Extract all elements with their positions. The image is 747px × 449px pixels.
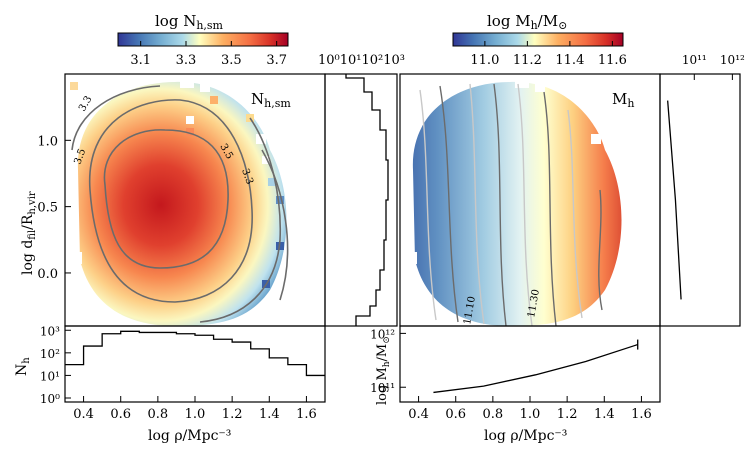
colorbar-tick-label: 3.1 (130, 53, 151, 68)
panel-left-bottom-yticks: 10⁰ 10¹ 10² 10³ (40, 324, 71, 406)
panel-right-side: 10¹¹ 10¹² (659, 53, 745, 327)
panel-right-bottom: 10¹¹ 10¹² 0.4 0.6 0.8 1.0 1.2 1.4 1.6 log Mh/M⊙… (370, 325, 661, 444)
colorbar-right-ticks: 11.0 11.2 11.4 11.6 (470, 41, 627, 68)
panel-right-bottom-ylabel: log Mh/M⊙ (375, 336, 392, 405)
panel-right-label: Mh (612, 90, 634, 110)
colorbar-left-ticks: 3.1 3.3 3.5 3.7 (130, 41, 287, 68)
panel-right-bottom-frame (399, 325, 661, 403)
side-histogram-nh (345, 74, 389, 326)
colorbar-right: log Mh/M⊙ 11.0 11.2 11.4 11.6 (452, 12, 627, 68)
xtick-label: 1.0 (520, 407, 541, 422)
panel-left-side-xticks: 10⁰10¹10²10³ (318, 53, 405, 68)
panel-left-bottom-frame (64, 325, 326, 403)
ytick-label: 10³ (40, 324, 60, 338)
contour-nsm-outer (71, 85, 282, 323)
ytick-label: 0.5 (37, 201, 58, 216)
contour-label-2: 3.5 (72, 147, 88, 166)
panel-left-main-ylabel: log dfil/Rh,vir (20, 191, 38, 275)
panel-right-side-xticks: 10¹¹ 10¹² (682, 53, 745, 80)
panel-left-main-yticks: 0.0 0.5 1.0 (37, 134, 71, 282)
ytick-label: 10² (40, 347, 60, 361)
side-line-mh (667, 100, 682, 300)
colorbar-tick-label: 11.4 (555, 53, 584, 68)
colorbar-tick-label: 3.3 (176, 53, 197, 68)
bottom-line-mh (433, 343, 638, 394)
xtick-label: 0.4 (73, 407, 94, 422)
xtick-label: 1.4 (259, 407, 280, 422)
contour-label-mh-2: 11.30 (526, 288, 542, 318)
xtick-label: 10¹¹ (682, 53, 707, 67)
contours-mh (419, 83, 603, 326)
xtick-label: 10¹² (720, 53, 745, 67)
xtick-label: 0.6 (110, 407, 131, 422)
colorbar-right-title: log Mh/M⊙ (487, 12, 567, 32)
xtick-label: 0.8 (148, 407, 169, 422)
panel-left-side: 10⁰10¹10²10³ (318, 53, 405, 327)
ytick-label: 0.0 (37, 267, 58, 282)
xtick-label: 1.6 (631, 407, 652, 422)
panel-left-label: Nh,sm (251, 90, 291, 110)
colorbar-tick-label: 3.7 (266, 53, 287, 68)
colorbar-tick-label: 3.5 (221, 53, 242, 68)
contour-label-4: 3.3 (239, 167, 255, 186)
panel-right-bottom-yticks: 10¹¹ 10¹² (370, 327, 406, 395)
panel-left-bottom-xticks: 0.4 0.6 0.8 1.0 1.2 1.4 1.6 (73, 396, 317, 422)
contour-nsm-mid (89, 99, 253, 303)
panel-left-bottom-xlabel: log ρ/Mpc⁻³ (148, 428, 231, 444)
colorbar-tick-label: 11.6 (598, 53, 627, 68)
heatmap-mh (412, 81, 622, 326)
contour-label-mh-1: 11.10 (462, 295, 478, 325)
xtick-label: 1.2 (222, 407, 243, 422)
panel-right-main: 11.10 11.30 Mh (399, 73, 661, 327)
contours-nsm (71, 85, 289, 323)
panel-left-bottom: 10⁰ 10¹ 10² 10³ 0.4 0.6 0.8 1.0 1.2 1.4 1.6 Nh lo… (14, 324, 326, 444)
xtick-label: 1.4 (594, 407, 615, 422)
xtick-label: 0.6 (445, 407, 466, 422)
panel-left-bottom-ylabel: Nh (14, 357, 32, 376)
colorbar-left-bar (117, 32, 289, 47)
heatmap-nsm (77, 81, 287, 326)
contour-nsm-outer2 (261, 149, 289, 301)
panel-right-bottom-xticks: 0.4 0.6 0.8 1.0 1.2 1.4 1.6 (408, 396, 652, 422)
contour-nsm-inner (103, 129, 229, 269)
ytick-label: 1.0 (37, 134, 58, 149)
ytick-label: 10¹¹ (370, 381, 395, 395)
xtick-label: 0.4 (408, 407, 429, 422)
colorbar-tick-label: 11.2 (513, 53, 542, 68)
colorbar-right-bar (452, 32, 624, 47)
colorbar-tick-label: 11.0 (470, 53, 499, 68)
heatmap-mh-edge-pixels (403, 78, 601, 292)
colorbar-left: log Nh,sm 3.1 3.3 3.5 3.7 (117, 12, 289, 68)
ytick-label: 10¹ (40, 369, 60, 383)
panel-right-side-frame (659, 73, 741, 327)
bottom-histogram-nh (65, 330, 325, 377)
xtick-label: 1.6 (296, 407, 317, 422)
panel-left-side-frame (324, 73, 398, 327)
colorbar-left-title: log Nh,sm (155, 12, 224, 32)
xtick-label: 1.2 (557, 407, 578, 422)
panel-right-bottom-xlabel: log ρ/Mpc⁻³ (484, 428, 567, 444)
xtick-label: 1.0 (185, 407, 206, 422)
ytick-label: 10¹² (370, 327, 395, 341)
xtick-label: 0.8 (483, 407, 504, 422)
panel-left-main: 3.3 3.5 3.5 3.3 Nh,sm 0.00.51.0 log dfil… (20, 73, 326, 327)
ytick-label: 10⁰ (40, 392, 60, 406)
